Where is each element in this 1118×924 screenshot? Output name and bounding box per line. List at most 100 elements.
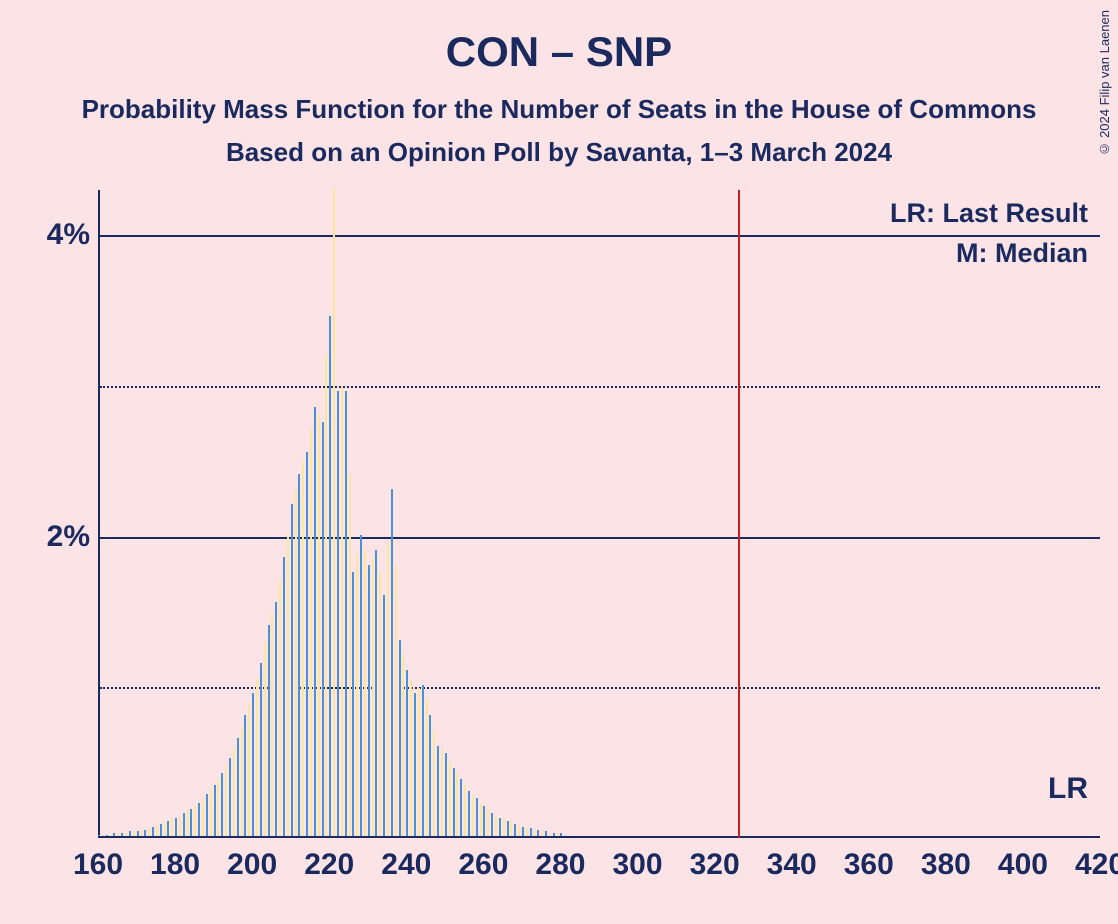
- bar-yellow: [526, 828, 528, 836]
- bar-yellow: [233, 749, 235, 836]
- bar-blue: [160, 824, 162, 836]
- bar-blue: [530, 828, 532, 836]
- bar-yellow: [379, 572, 381, 836]
- last-result-line: [738, 190, 740, 838]
- bar-yellow: [441, 749, 443, 836]
- bar-yellow: [295, 489, 297, 836]
- bar-yellow: [164, 822, 166, 836]
- bar-yellow: [148, 828, 150, 836]
- bar-blue: [237, 738, 239, 836]
- bar-blue: [545, 831, 547, 836]
- bar-blue: [167, 821, 169, 836]
- bar-yellow: [241, 728, 243, 837]
- x-axis-tick-label: 400: [998, 848, 1048, 882]
- x-axis-tick-label: 340: [767, 848, 817, 882]
- bar-yellow: [187, 810, 189, 836]
- bar-blue: [283, 557, 285, 836]
- bar-blue: [560, 833, 562, 836]
- x-axis-tick-label: 200: [227, 848, 277, 882]
- bar-blue: [275, 602, 277, 836]
- x-axis-tick-label: 320: [690, 848, 740, 882]
- bar-blue: [483, 806, 485, 836]
- copyright-text: © 2024 Filip van Laenen: [1097, 10, 1112, 157]
- bar-yellow: [541, 831, 543, 836]
- bar-yellow: [210, 789, 212, 836]
- bar-blue: [175, 818, 177, 836]
- bar-blue: [337, 391, 339, 836]
- bar-blue: [514, 824, 516, 836]
- bar-yellow: [387, 542, 389, 836]
- bar-yellow: [217, 779, 219, 836]
- bar-blue: [121, 833, 123, 836]
- bar-yellow: [487, 809, 489, 836]
- gridline-minor: [100, 386, 1100, 388]
- bar-yellow: [557, 833, 559, 836]
- x-axis-tick-label: 380: [921, 848, 971, 882]
- bar-yellow: [372, 557, 374, 836]
- bar-yellow: [549, 833, 551, 836]
- plot-canvas: 2%4%160180200220240260280300320340360380…: [98, 190, 1100, 838]
- bar-blue: [106, 835, 108, 837]
- bar-yellow: [433, 731, 435, 836]
- bar-yellow: [341, 387, 343, 836]
- y-axis-line: [98, 190, 100, 838]
- bar-yellow: [364, 550, 366, 836]
- bar-yellow: [472, 794, 474, 836]
- x-axis-tick-label: 420: [1075, 848, 1118, 882]
- bar-blue: [476, 798, 478, 836]
- bar-yellow: [510, 822, 512, 836]
- bar-yellow: [410, 681, 412, 836]
- bar-blue: [429, 715, 431, 836]
- bar-yellow: [426, 700, 428, 836]
- bar-blue: [137, 831, 139, 836]
- legend-last-result: LR: Last Result: [890, 198, 1088, 229]
- bar-blue: [190, 809, 192, 836]
- bar-yellow: [264, 643, 266, 836]
- bar-blue: [406, 670, 408, 836]
- bar-blue: [414, 693, 416, 836]
- bar-blue: [298, 474, 300, 836]
- bar-blue: [252, 693, 254, 836]
- bar-yellow: [533, 830, 535, 836]
- x-axis-tick-label: 240: [381, 848, 431, 882]
- bar-blue: [221, 773, 223, 836]
- bar-blue: [198, 803, 200, 836]
- bar-yellow: [179, 816, 181, 836]
- bar-blue: [113, 833, 115, 836]
- chart-plot-area: 2%4%160180200220240260280300320340360380…: [98, 190, 1100, 838]
- gridline-major: [100, 235, 1100, 237]
- y-axis-tick-label: 4%: [47, 218, 90, 252]
- bar-blue: [306, 452, 308, 836]
- chart-subtitle-1: Probability Mass Function for the Number…: [0, 76, 1118, 125]
- bar-blue: [244, 715, 246, 836]
- chart-subtitle-2: Based on an Opinion Poll by Savanta, 1–3…: [0, 125, 1118, 168]
- bar-blue: [553, 833, 555, 836]
- bar-blue: [491, 813, 493, 836]
- bar-yellow: [117, 833, 119, 836]
- x-axis-tick-label: 180: [150, 848, 200, 882]
- x-axis-tick-label: 300: [613, 848, 663, 882]
- bar-yellow: [171, 819, 173, 836]
- bar-blue: [260, 663, 262, 836]
- chart-title: CON – SNP: [0, 0, 1118, 76]
- bar-blue: [537, 830, 539, 836]
- bar-blue: [360, 535, 362, 836]
- bar-yellow: [125, 833, 127, 836]
- bar-blue: [229, 758, 231, 836]
- bar-blue: [268, 625, 270, 836]
- x-axis-tick-label: 220: [304, 848, 354, 882]
- bar-yellow: [102, 835, 104, 837]
- bar-blue: [214, 785, 216, 836]
- bar-yellow: [133, 831, 135, 836]
- bar-yellow: [110, 835, 112, 837]
- bar-yellow: [302, 462, 304, 836]
- gridline-major: [100, 537, 1100, 539]
- bar-blue: [445, 753, 447, 836]
- bar-yellow: [325, 354, 327, 836]
- bar-blue: [522, 827, 524, 836]
- bar-yellow: [480, 803, 482, 836]
- bar-blue: [291, 504, 293, 836]
- bar-yellow: [464, 785, 466, 836]
- bar-blue: [468, 791, 470, 836]
- bar-blue: [206, 794, 208, 836]
